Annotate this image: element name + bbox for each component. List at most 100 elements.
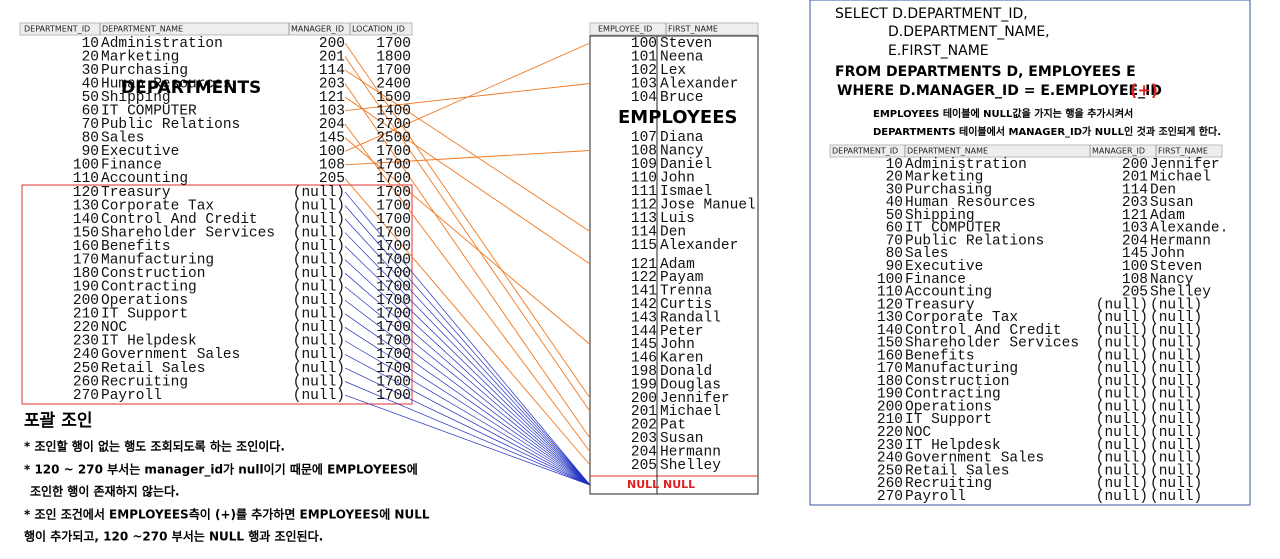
result-cell: (null) bbox=[1096, 425, 1148, 441]
null-join-line bbox=[344, 299, 591, 486]
result-cell: 190 bbox=[877, 387, 903, 403]
result-cell: 201 bbox=[1122, 170, 1148, 186]
employee-id: 145 bbox=[631, 337, 657, 353]
employee-name: Shelley bbox=[660, 458, 721, 474]
department-cell: Treasury bbox=[101, 185, 171, 201]
department-cell: 1700 bbox=[376, 320, 411, 336]
result-cell: 20 bbox=[886, 170, 903, 186]
department-cell: Recruiting bbox=[101, 374, 188, 390]
result-cell: 250 bbox=[877, 463, 903, 479]
result-cell: 204 bbox=[1122, 233, 1148, 249]
sql-line: WHERE D.MANAGER_ID = E.EMPLOYEE_ID bbox=[837, 83, 1162, 99]
result-cell: NOC bbox=[905, 425, 931, 441]
header-cell: DEPARTMENT_NAME bbox=[102, 25, 183, 34]
employee-name: Nancy bbox=[660, 143, 704, 159]
sql-note: DEPARTMENTS 테이블에서 MANAGER_ID가 NULL인 것과 조… bbox=[873, 125, 1221, 138]
result-cell: (null) bbox=[1150, 297, 1202, 313]
null-join-line bbox=[344, 367, 591, 486]
department-cell: IT Support bbox=[101, 307, 188, 323]
employee-id: 121 bbox=[631, 257, 657, 273]
department-cell: 1700 bbox=[376, 158, 411, 174]
result-cell: Public Relations bbox=[905, 233, 1044, 249]
department-cell: 1700 bbox=[376, 347, 411, 363]
null-join-line bbox=[344, 340, 591, 486]
department-cell: Retail Sales bbox=[101, 361, 205, 377]
note-line: * 조인할 행이 없는 행도 조회되도록 하는 조인이다. bbox=[24, 439, 285, 454]
result-cell: Alexande. bbox=[1150, 221, 1228, 237]
result-cell: 170 bbox=[877, 361, 903, 377]
result-cell: 60 bbox=[886, 221, 903, 237]
employee-name: Luis bbox=[660, 211, 695, 227]
department-cell: 40 bbox=[82, 76, 99, 92]
result-cell: (null) bbox=[1096, 451, 1148, 467]
department-cell: 1700 bbox=[376, 280, 411, 296]
employee-name: Curtis bbox=[660, 297, 712, 313]
department-cell: (null) bbox=[293, 239, 345, 255]
result-cell: 205 bbox=[1122, 285, 1148, 301]
header-cell: DEPARTMENT_ID bbox=[832, 147, 898, 156]
result-cell: (null) bbox=[1150, 425, 1202, 441]
department-cell: Contracting bbox=[101, 280, 197, 296]
department-cell: 2700 bbox=[376, 117, 411, 133]
department-cell: NOC bbox=[101, 320, 127, 336]
result-cell: 130 bbox=[877, 310, 903, 326]
result-cell: Susan bbox=[1150, 195, 1194, 211]
employee-id: 200 bbox=[631, 391, 657, 407]
result-cell: 145 bbox=[1122, 246, 1148, 262]
department-cell: Public Relations bbox=[101, 117, 240, 133]
department-cell: 1700 bbox=[376, 252, 411, 268]
employee-id: 107 bbox=[631, 130, 657, 146]
result-cell: 230 bbox=[877, 438, 903, 454]
department-cell: (null) bbox=[293, 374, 345, 390]
result-cell: 50 bbox=[886, 208, 903, 224]
department-cell: 1700 bbox=[376, 36, 411, 52]
department-cell: 1700 bbox=[376, 307, 411, 323]
null-cell: NULL bbox=[663, 478, 695, 491]
department-cell: 1700 bbox=[376, 293, 411, 309]
result-cell: (null) bbox=[1096, 463, 1148, 479]
header-cell: MANAGER_ID bbox=[1092, 147, 1145, 156]
null-join-line bbox=[344, 394, 591, 486]
result-cell: Marketing bbox=[905, 170, 983, 186]
result-cell: (null) bbox=[1096, 310, 1148, 326]
result-cell: (null) bbox=[1150, 387, 1202, 403]
department-cell: 1700 bbox=[376, 225, 411, 241]
department-cell: Manufacturing bbox=[101, 252, 214, 268]
note-line: 조인한 행이 존재하지 않는다. bbox=[30, 484, 180, 499]
department-cell: 1700 bbox=[376, 171, 411, 187]
department-cell: 2400 bbox=[376, 76, 411, 92]
department-cell: 114 bbox=[319, 63, 345, 79]
department-cell: Marketing bbox=[101, 49, 179, 65]
department-cell: (null) bbox=[293, 361, 345, 377]
department-cell: 100 bbox=[319, 144, 345, 160]
outer-join-mark: (+) bbox=[1130, 81, 1158, 100]
department-cell: IT Helpdesk bbox=[101, 334, 197, 350]
result-cell: (null) bbox=[1096, 361, 1148, 377]
result-cell: Payroll bbox=[905, 489, 966, 505]
employee-name: Peter bbox=[660, 324, 704, 340]
department-cell: 1700 bbox=[376, 198, 411, 214]
result-cell: 180 bbox=[877, 374, 903, 390]
department-cell: (null) bbox=[293, 198, 345, 214]
result-cell: 150 bbox=[877, 336, 903, 352]
employee-id: 198 bbox=[631, 364, 657, 380]
sql-line: D.DEPARTMENT_NAME, bbox=[888, 24, 1050, 40]
result-cell: (null) bbox=[1150, 374, 1202, 390]
department-cell: 140 bbox=[73, 212, 99, 228]
note-line: 행이 추가되고, 120 ~270 부서는 NULL 행과 조인된다. bbox=[24, 529, 323, 544]
connectors bbox=[344, 42, 591, 486]
result-cell: (null) bbox=[1150, 336, 1202, 352]
department-cell: Shipping bbox=[101, 90, 171, 106]
sql-box bbox=[809, 0, 1251, 506]
result-cell: (null) bbox=[1150, 310, 1202, 326]
notes-title: 포괄 조인 bbox=[24, 410, 92, 431]
employee-id: 203 bbox=[631, 431, 657, 447]
department-cell: 1500 bbox=[376, 90, 411, 106]
department-cell: 180 bbox=[73, 266, 99, 282]
department-cell: 1700 bbox=[376, 266, 411, 282]
department-cell: IT COMPUTER bbox=[101, 104, 197, 120]
result-cell: (null) bbox=[1096, 387, 1148, 403]
department-cell: 121 bbox=[319, 90, 345, 106]
result-cell: Den bbox=[1150, 182, 1176, 198]
employee-name: John bbox=[660, 170, 695, 186]
